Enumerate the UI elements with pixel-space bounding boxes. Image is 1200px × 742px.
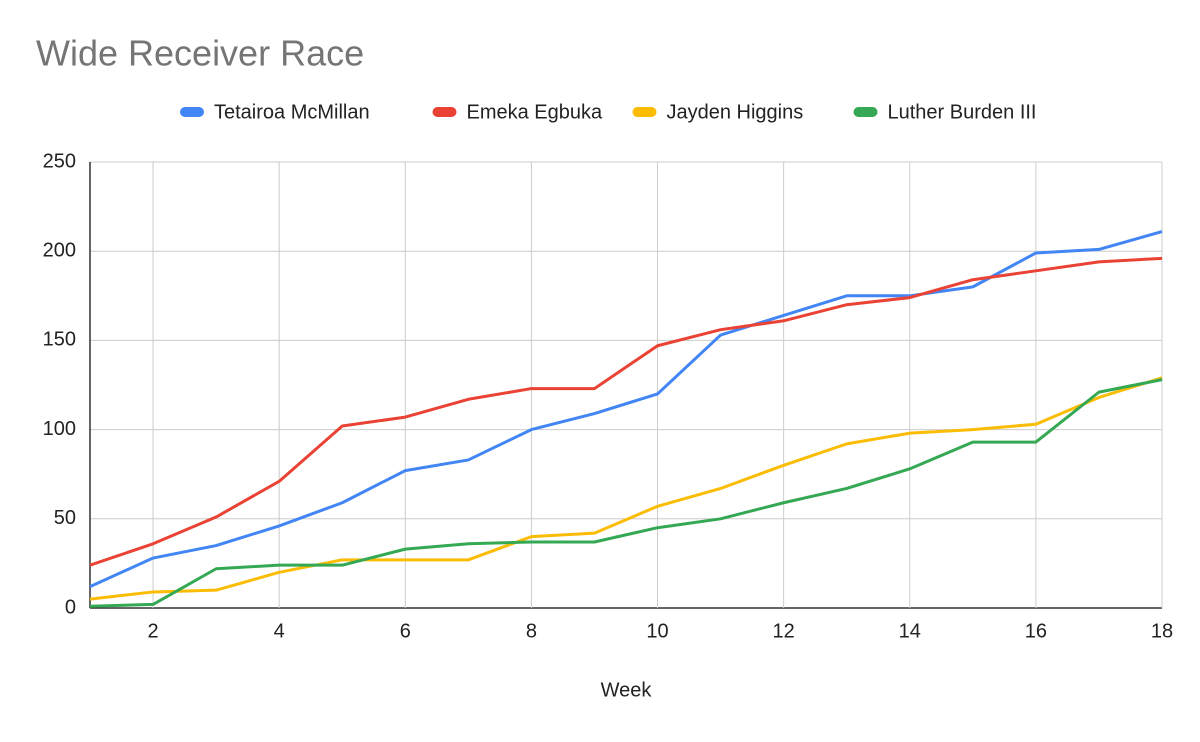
x-tick-label: 12	[773, 620, 795, 642]
data-line	[89, 256, 1163, 567]
legend-swatch	[432, 107, 457, 117]
x-tick-label: 4	[274, 620, 285, 642]
y-tick-label: 150	[43, 329, 76, 351]
y-tick-label: 100	[43, 418, 76, 440]
data-line	[89, 230, 1163, 588]
x-tick-label: 10	[646, 620, 668, 642]
x-axis-label: Week	[601, 679, 653, 701]
x-tick-label: 16	[1025, 620, 1047, 642]
x-tick-label: 18	[1151, 620, 1173, 642]
x-tick-label: 8	[526, 620, 537, 642]
x-tick-label: 2	[147, 620, 158, 642]
legend-label: Tetairoa McMillan	[214, 101, 370, 123]
legend-label: Jayden Higgins	[667, 101, 804, 123]
x-tick-label: 6	[400, 620, 411, 642]
legend-swatch	[632, 107, 657, 117]
legend-label: Emeka Egbuka	[467, 101, 604, 123]
data-line	[89, 376, 1163, 601]
y-tick-label: 200	[43, 239, 76, 261]
y-tick-label: 250	[43, 150, 76, 172]
x-tick-label: 14	[899, 620, 921, 642]
y-tick-label: 0	[65, 596, 76, 618]
legend-swatch	[180, 107, 204, 117]
chart-title: Wide Receiver Race	[36, 33, 364, 74]
legend-label: Luther Burden III	[888, 101, 1037, 123]
legend-swatch	[853, 107, 878, 117]
data-line	[89, 378, 1163, 608]
y-tick-label: 50	[54, 507, 76, 529]
